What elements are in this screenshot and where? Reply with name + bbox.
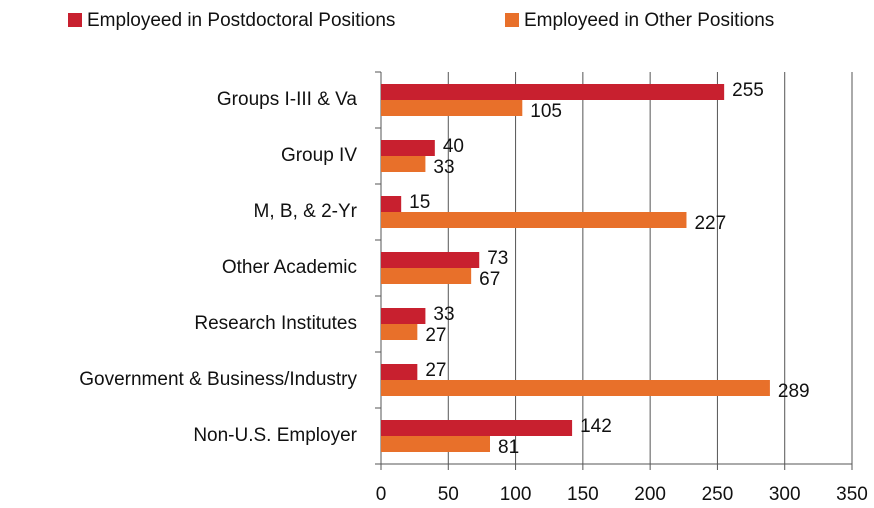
data-label: 105 xyxy=(530,101,562,122)
x-tick-label: 0 xyxy=(376,484,387,505)
bar xyxy=(381,84,725,100)
bar xyxy=(381,140,435,156)
y-tick-label: Other Academic xyxy=(222,257,357,278)
x-tick-label: 350 xyxy=(836,484,868,505)
x-tick-label: 250 xyxy=(702,484,734,505)
legend-swatch xyxy=(68,13,82,27)
data-label: 73 xyxy=(487,248,508,269)
bar xyxy=(381,156,426,172)
x-tick-label: 150 xyxy=(567,484,599,505)
bar xyxy=(381,436,491,452)
y-tick-label: Research Institutes xyxy=(194,313,357,334)
x-tick-label: 300 xyxy=(769,484,801,505)
legend-label: Employeed in Postdoctoral Positions xyxy=(87,10,395,31)
y-tick-label: Groups I-III & Va xyxy=(217,89,358,110)
bar xyxy=(381,252,480,268)
data-label: 227 xyxy=(694,213,726,234)
data-label: 40 xyxy=(443,136,464,157)
y-tick-label: Government & Business/Industry xyxy=(79,369,357,390)
x-tick-label: 50 xyxy=(438,484,459,505)
x-tick-label: 100 xyxy=(500,484,532,505)
data-label: 142 xyxy=(580,416,612,437)
data-label: 289 xyxy=(778,381,810,402)
bar xyxy=(381,212,687,228)
legend-label: Employeed in Other Positions xyxy=(524,10,774,31)
data-label: 15 xyxy=(409,192,430,213)
data-label: 255 xyxy=(732,80,764,101)
bar xyxy=(381,196,402,212)
y-tick-label: Group IV xyxy=(281,145,357,166)
x-tick-label: 200 xyxy=(634,484,666,505)
data-label: 33 xyxy=(433,304,454,325)
y-tick-label: Non-U.S. Employer xyxy=(193,425,357,446)
data-label: 27 xyxy=(425,325,446,346)
bar xyxy=(381,364,418,380)
legend-swatch xyxy=(505,13,519,27)
bar xyxy=(381,324,418,340)
data-label: 67 xyxy=(479,269,500,290)
y-tick-label: M, B, & 2-Yr xyxy=(254,201,358,222)
bar xyxy=(381,268,472,284)
data-label: 27 xyxy=(425,360,446,381)
bar xyxy=(381,308,426,324)
bar xyxy=(381,100,523,116)
bar xyxy=(381,420,573,436)
bar xyxy=(381,380,770,396)
data-label: 81 xyxy=(498,437,519,458)
data-label: 33 xyxy=(433,157,454,178)
